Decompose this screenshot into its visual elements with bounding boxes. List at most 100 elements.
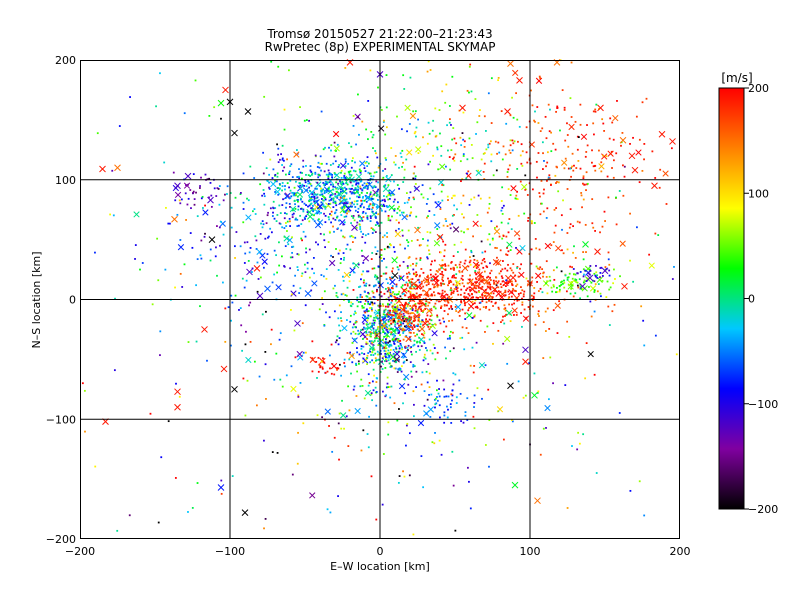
- dot-marker: [393, 250, 396, 253]
- dot-marker: [386, 232, 388, 234]
- dot-marker: [343, 176, 345, 179]
- dot-marker: [509, 279, 511, 282]
- dot-marker: [254, 213, 257, 215]
- dot-marker: [289, 189, 292, 192]
- dot-marker: [340, 201, 343, 204]
- dot-marker: [344, 160, 347, 163]
- dot-marker: [402, 211, 405, 214]
- dot-marker: [405, 311, 408, 314]
- dot-marker: [585, 171, 588, 174]
- dot-marker: [542, 427, 545, 430]
- dot-marker: [495, 283, 498, 286]
- dot-marker: [460, 230, 463, 233]
- dot-marker: [404, 318, 407, 320]
- dot-marker: [546, 161, 549, 164]
- cross-marker: [171, 215, 178, 223]
- dot-marker: [426, 216, 428, 219]
- dot-marker: [277, 161, 280, 164]
- dot-marker: [353, 189, 355, 191]
- dot-marker: [358, 223, 361, 226]
- dot-marker: [542, 272, 544, 275]
- dot-marker: [293, 194, 296, 197]
- dot-marker: [489, 140, 492, 143]
- dot-marker: [568, 335, 571, 338]
- dot-marker: [449, 168, 452, 171]
- dot-marker: [377, 304, 380, 307]
- dot-marker: [486, 266, 489, 269]
- dot-marker: [395, 293, 398, 296]
- dot-marker: [214, 255, 217, 258]
- dot-marker: [501, 213, 504, 215]
- dot-marker: [313, 200, 316, 203]
- dot-marker: [339, 329, 342, 332]
- dot-marker: [421, 371, 424, 374]
- dot-marker: [361, 306, 364, 309]
- dot-marker: [368, 331, 371, 334]
- dot-marker: [216, 274, 218, 277]
- dot-marker: [334, 160, 337, 163]
- dot-marker: [299, 171, 302, 174]
- dot-marker: [525, 277, 528, 280]
- dot-marker: [449, 289, 452, 292]
- dot-marker: [388, 340, 391, 342]
- dot-marker: [438, 395, 441, 398]
- dot-marker: [305, 204, 307, 207]
- dot-marker: [521, 301, 524, 304]
- dot-marker: [412, 305, 415, 307]
- dot-marker: [589, 300, 592, 303]
- cross-marker: [351, 224, 358, 232]
- dot-marker: [504, 315, 506, 318]
- dot-marker: [404, 294, 407, 297]
- dot-marker: [385, 356, 387, 358]
- cross-marker: [580, 133, 588, 140]
- dot-marker: [333, 310, 336, 313]
- dot-marker: [313, 196, 316, 198]
- dot-marker: [550, 150, 553, 153]
- dot-marker: [357, 93, 359, 96]
- dot-marker: [475, 287, 478, 290]
- dot-marker: [513, 314, 515, 316]
- dot-marker: [452, 484, 455, 487]
- dot-marker: [468, 137, 471, 140]
- dot-marker: [337, 193, 340, 196]
- dot-marker: [530, 262, 533, 265]
- dot-marker: [359, 385, 362, 388]
- dot-marker: [531, 188, 534, 191]
- dot-marker: [407, 198, 410, 201]
- dot-marker: [309, 207, 312, 210]
- dot-marker: [371, 302, 374, 305]
- dot-marker: [575, 281, 578, 283]
- dot-marker: [463, 292, 466, 295]
- dot-marker: [488, 202, 491, 205]
- dot-marker: [336, 143, 339, 146]
- dot-marker: [340, 374, 342, 377]
- dot-marker: [249, 301, 252, 304]
- dot-marker: [388, 193, 391, 196]
- dot-marker: [484, 289, 487, 291]
- dot-marker: [328, 316, 331, 319]
- dot-marker: [413, 324, 415, 327]
- dot-marker: [350, 235, 353, 237]
- dot-marker: [200, 239, 203, 242]
- dot-marker: [404, 392, 407, 395]
- dot-marker: [339, 262, 342, 265]
- dot-marker: [249, 340, 252, 343]
- dot-marker: [187, 197, 190, 200]
- dot-marker: [558, 290, 561, 293]
- dot-marker: [336, 178, 339, 180]
- dot-marker: [420, 287, 423, 289]
- dot-marker: [453, 214, 455, 216]
- dot-marker: [449, 227, 452, 230]
- cross-marker: [220, 365, 228, 373]
- dot-marker: [490, 269, 493, 272]
- dot-marker: [468, 261, 471, 264]
- dot-marker: [506, 362, 509, 365]
- cross-marker: [364, 389, 372, 397]
- dot-marker: [381, 347, 384, 350]
- dot-marker: [531, 305, 534, 308]
- dot-marker: [461, 213, 463, 216]
- dot-marker: [613, 303, 616, 306]
- dot-marker: [418, 320, 421, 323]
- dot-marker: [203, 235, 206, 238]
- dot-marker: [310, 173, 313, 176]
